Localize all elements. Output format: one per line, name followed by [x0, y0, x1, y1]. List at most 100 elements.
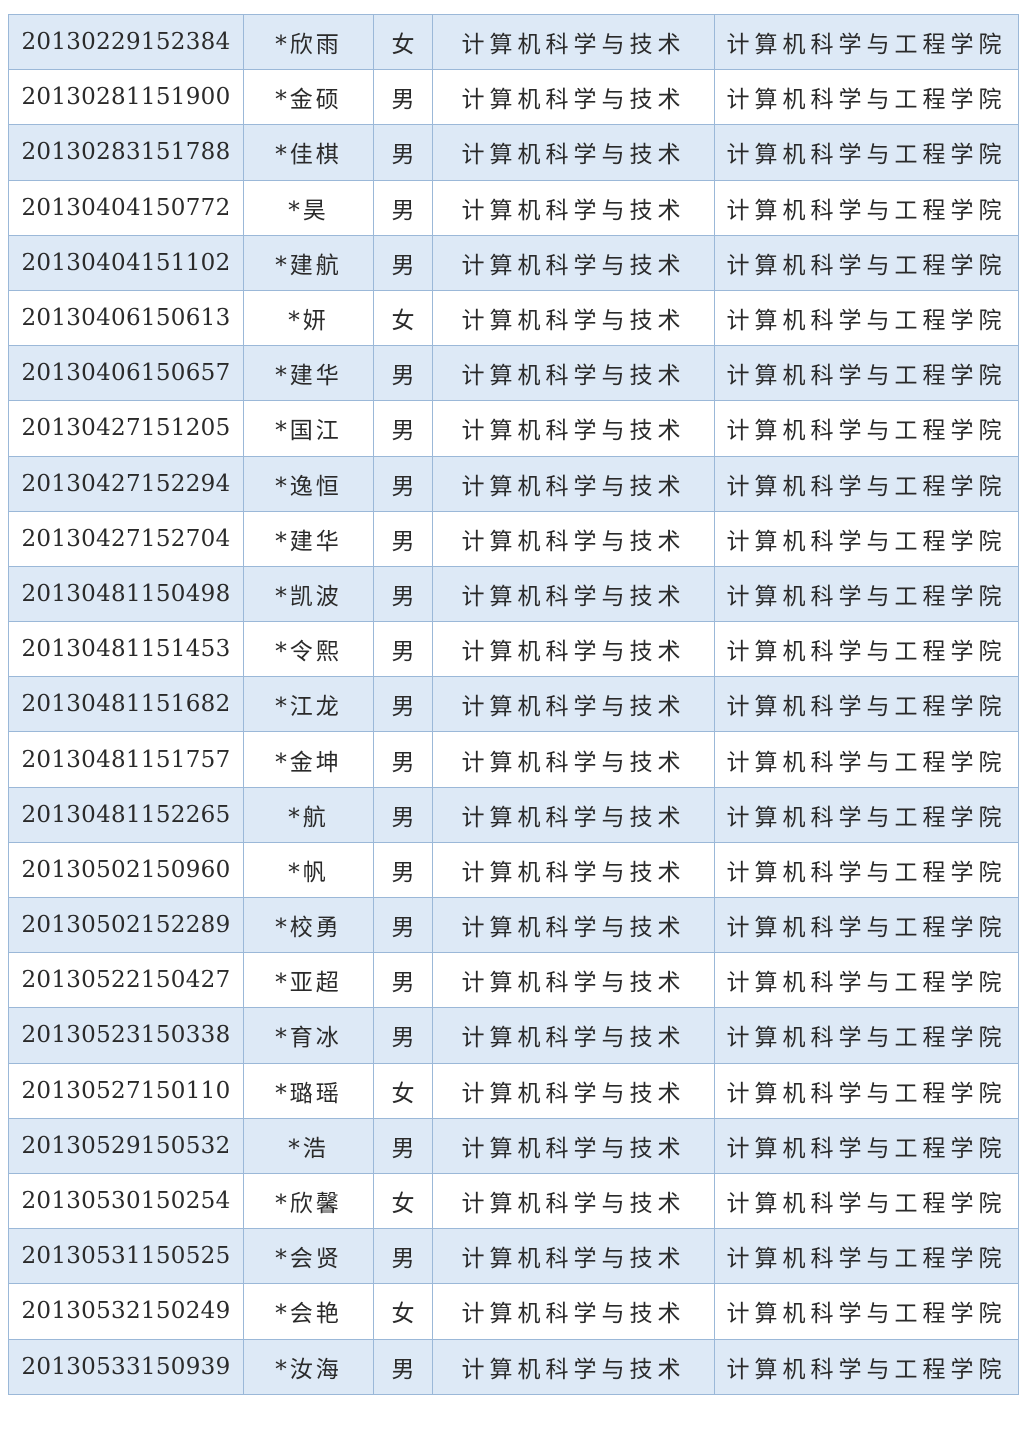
table-row: 20130281151900 *金硕男计算机科学与技术 计算机科学与工程学院 [8, 69, 1019, 126]
student-id-cell: 20130532150249 [8, 1283, 244, 1340]
student-id-cell: 20130229152384 [8, 13, 244, 71]
college-cell: 计算机科学与工程学院 [714, 1172, 1019, 1230]
student-id-cell: 20130531150525 [8, 1228, 244, 1285]
table-row: 20130427151205 *国江男计算机科学与技术 计算机科学与工程学院 [8, 400, 1019, 457]
table-row: 20130481151757 *金坤男计算机科学与技术 计算机科学与工程学院 [8, 731, 1019, 788]
gender-cell: 男 [373, 896, 433, 954]
gender-cell: 男 [373, 841, 433, 899]
college-cell: 计算机科学与工程学院 [714, 786, 1019, 843]
major-cell: 计算机科学与技术 [432, 124, 715, 181]
table-row: 20130406150657 *建华男计算机科学与技术 计算机科学与工程学院 [8, 345, 1019, 402]
student-id-cell: 20130523150338 [8, 1007, 244, 1064]
student-id-cell: 20130427152294 [8, 455, 244, 512]
college-cell: 计算机科学与工程学院 [714, 455, 1019, 512]
student-id-cell: 20130530150254 [8, 1172, 244, 1230]
gender-cell: 男 [373, 731, 433, 788]
table-row: 20130481150498 *凯波男计算机科学与技术 计算机科学与工程学院 [8, 565, 1019, 623]
gender-cell: 女 [373, 1283, 433, 1340]
table-row: 20130481151682 *江龙男计算机科学与技术 计算机科学与工程学院 [8, 676, 1019, 733]
college-cell: 计算机科学与工程学院 [714, 400, 1019, 457]
student-id-cell: 20130529150532 [8, 1117, 244, 1174]
student-id-cell: 20130481150498 [8, 565, 244, 623]
major-cell: 计算机科学与技术 [432, 565, 715, 623]
gender-cell: 男 [373, 952, 433, 1009]
gender-cell: 男 [373, 1338, 433, 1395]
major-cell: 计算机科学与技术 [432, 841, 715, 899]
table-row: 20130530150254 *欣馨女计算机科学与技术 计算机科学与工程学院 [8, 1172, 1019, 1230]
table-row: 20130481151453 *令熙男计算机科学与技术 计算机科学与工程学院 [8, 621, 1019, 678]
major-cell: 计算机科学与技术 [432, 179, 715, 236]
college-cell: 计算机科学与工程学院 [714, 1062, 1019, 1119]
student-id-cell: 20130527150110 [8, 1062, 244, 1119]
gender-cell: 男 [373, 621, 433, 678]
major-cell: 计算机科学与技术 [432, 621, 715, 678]
student-id-cell: 20130533150939 [8, 1338, 244, 1395]
name-cell: *昊 [243, 179, 374, 236]
gender-cell: 男 [373, 400, 433, 457]
major-cell: 计算机科学与技术 [432, 1338, 715, 1395]
college-cell: 计算机科学与工程学院 [714, 731, 1019, 788]
name-cell: *江龙 [243, 676, 374, 733]
major-cell: 计算机科学与技术 [432, 455, 715, 512]
table-row: 20130404150772 *昊男计算机科学与技术 计算机科学与工程学院 [8, 179, 1019, 236]
major-cell: 计算机科学与技术 [432, 731, 715, 788]
name-cell: *浩 [243, 1117, 374, 1174]
college-cell: 计算机科学与工程学院 [714, 1007, 1019, 1064]
major-cell: 计算机科学与技术 [432, 896, 715, 954]
table-row: 20130283151788 *佳棋男计算机科学与技术 计算机科学与工程学院 [8, 124, 1019, 181]
college-cell: 计算机科学与工程学院 [714, 565, 1019, 623]
gender-cell: 女 [373, 289, 433, 347]
name-cell: *金硕 [243, 69, 374, 126]
major-cell: 计算机科学与技术 [432, 345, 715, 402]
college-cell: 计算机科学与工程学院 [714, 1283, 1019, 1340]
table-row: 20130427152704 *建华男计算机科学与技术 计算机科学与工程学院 [8, 510, 1019, 567]
student-id-cell: 20130522150427 [8, 952, 244, 1009]
name-cell: *建航 [243, 234, 374, 291]
student-id-cell: 20130427151205 [8, 400, 244, 457]
student-id-cell: 20130502150960 [8, 841, 244, 899]
table-row: 20130532150249 *会艳女计算机科学与技术 计算机科学与工程学院 [8, 1283, 1019, 1340]
college-cell: 计算机科学与工程学院 [714, 676, 1019, 733]
name-cell: *建华 [243, 345, 374, 402]
student-id-cell: 20130406150657 [8, 345, 244, 402]
college-cell: 计算机科学与工程学院 [714, 621, 1019, 678]
table-row: 20130481152265 *航男计算机科学与技术 计算机科学与工程学院 [8, 786, 1019, 843]
student-id-cell: 20130404150772 [8, 179, 244, 236]
name-cell: *校勇 [243, 896, 374, 954]
table-row: 20130522150427 *亚超男计算机科学与技术 计算机科学与工程学院 [8, 952, 1019, 1009]
college-cell: 计算机科学与工程学院 [714, 234, 1019, 291]
college-cell: 计算机科学与工程学院 [714, 1228, 1019, 1285]
student-id-cell: 20130281151900 [8, 69, 244, 126]
student-id-cell: 20130481151453 [8, 621, 244, 678]
name-cell: *欣雨 [243, 13, 374, 71]
major-cell: 计算机科学与技术 [432, 1283, 715, 1340]
table-body: 20130229152384 *欣雨女计算机科学与技术 计算机科学与工程学院 2013… [8, 13, 1019, 1395]
student-id-cell: 20130283151788 [8, 124, 244, 181]
name-cell: *帆 [243, 841, 374, 899]
name-cell: *亚超 [243, 952, 374, 1009]
college-cell: 计算机科学与工程学院 [714, 896, 1019, 954]
name-cell: *令熙 [243, 621, 374, 678]
gender-cell: 女 [373, 1172, 433, 1230]
table-row: 20130502152289 *校勇男计算机科学与技术 计算机科学与工程学院 [8, 896, 1019, 954]
name-cell: *建华 [243, 510, 374, 567]
gender-cell: 男 [373, 234, 433, 291]
name-cell: *妍 [243, 289, 374, 347]
gender-cell: 男 [373, 1007, 433, 1064]
major-cell: 计算机科学与技术 [432, 676, 715, 733]
name-cell: *会艳 [243, 1283, 374, 1340]
major-cell: 计算机科学与技术 [432, 400, 715, 457]
major-cell: 计算机科学与技术 [432, 1007, 715, 1064]
name-cell: *逸恒 [243, 455, 374, 512]
college-cell: 计算机科学与工程学院 [714, 179, 1019, 236]
major-cell: 计算机科学与技术 [432, 1172, 715, 1230]
gender-cell: 男 [373, 1117, 433, 1174]
major-cell: 计算机科学与技术 [432, 1117, 715, 1174]
table-row: 20130529150532 *浩男计算机科学与技术 计算机科学与工程学院 [8, 1117, 1019, 1174]
college-cell: 计算机科学与工程学院 [714, 289, 1019, 347]
name-cell: *璐瑶 [243, 1062, 374, 1119]
gender-cell: 女 [373, 13, 433, 71]
name-cell: *凯波 [243, 565, 374, 623]
name-cell: *欣馨 [243, 1172, 374, 1230]
student-id-cell: 20130427152704 [8, 510, 244, 567]
